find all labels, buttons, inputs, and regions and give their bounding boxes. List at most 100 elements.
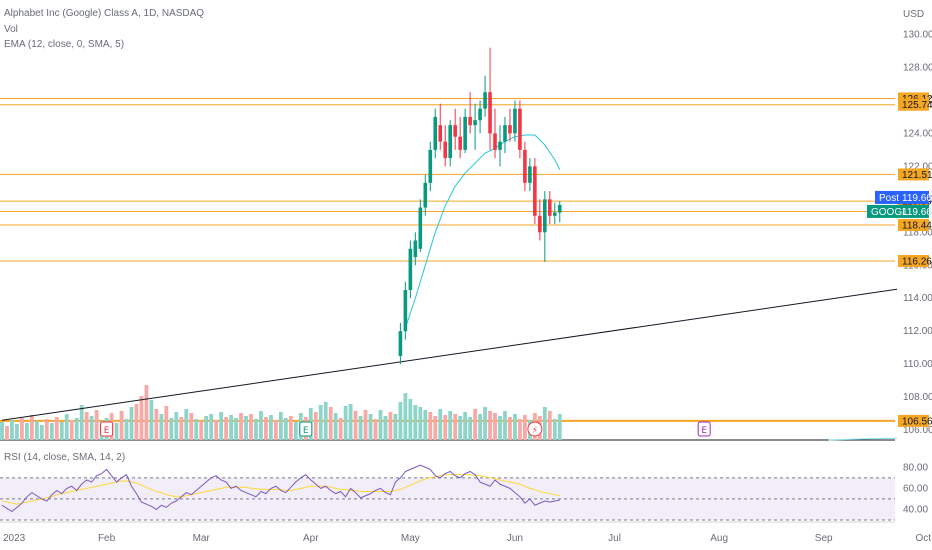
volume-bar [199, 421, 204, 440]
candle[interactable] [413, 232, 418, 266]
candle-body [552, 212, 557, 216]
ema-legend[interactable]: EMA (12, close, 0, SMA, 5) [4, 39, 125, 50]
candle[interactable] [428, 141, 433, 192]
candle[interactable] [488, 47, 492, 150]
volume-bar [333, 413, 338, 440]
candle[interactable] [513, 100, 517, 142]
volume-bar [179, 417, 184, 440]
currency-label: USD [903, 9, 924, 20]
volume-bar [134, 404, 139, 440]
volume-bar [44, 419, 49, 440]
volume-bar [293, 422, 298, 440]
candle[interactable] [453, 108, 457, 150]
level-tag [898, 98, 929, 111]
candle-body [448, 125, 452, 159]
volume-bar [398, 402, 403, 440]
level-tag [898, 219, 929, 232]
earnings-marker-label: E [104, 426, 110, 436]
candle[interactable] [543, 191, 547, 262]
volume-bar [10, 420, 14, 440]
earnings-marker[interactable]: E [299, 421, 313, 437]
level-lines [0, 97, 895, 422]
candle-body [513, 108, 517, 134]
candles[interactable] [398, 47, 562, 365]
candle[interactable] [398, 322, 403, 365]
candle-body [543, 199, 547, 233]
volume-bar [348, 404, 353, 440]
candle[interactable] [518, 100, 522, 159]
chart-title[interactable]: Alphabet Inc (Google) Class A, 1D, NASDA… [4, 8, 205, 19]
price-tag-value: 119.66 [902, 193, 932, 204]
volume-bar [283, 418, 288, 440]
volume-bar [518, 419, 522, 440]
time-tick-label: Jun [507, 533, 523, 544]
volume-bar [25, 423, 29, 440]
volume-bar [269, 415, 273, 440]
volume-bar [214, 420, 219, 440]
candle-body [468, 116, 472, 126]
rsi-pane[interactable] [0, 464, 895, 521]
volume-bar [443, 415, 448, 440]
volume-bar [503, 411, 507, 440]
candle[interactable] [448, 120, 452, 167]
price-tick-label: 108.00 [903, 392, 932, 403]
price-tick-label: 118.00 [903, 227, 932, 238]
candle[interactable] [478, 100, 482, 134]
candle-body [478, 108, 482, 121]
candle[interactable] [433, 108, 438, 159]
volume-bar [363, 410, 368, 440]
volume-bar [423, 410, 428, 440]
volume-bar [249, 414, 253, 440]
candle[interactable] [418, 199, 423, 253]
candle-body [473, 120, 477, 126]
candle[interactable] [408, 240, 413, 299]
candle[interactable] [463, 108, 467, 154]
candle[interactable] [508, 108, 512, 142]
candle[interactable] [498, 125, 502, 167]
earnings-marker[interactable]: E [697, 421, 711, 437]
candle[interactable] [468, 92, 472, 134]
volume-bar [318, 405, 323, 440]
candle[interactable] [423, 174, 428, 216]
price-tag-label: Post [879, 193, 899, 204]
candle[interactable] [552, 202, 557, 225]
candle[interactable] [438, 103, 443, 150]
time-tick-label: Sep [815, 533, 833, 544]
price-tick-label: 130.00 [903, 29, 932, 40]
ema-series [404, 134, 561, 329]
time-tick-label: Oct [916, 533, 932, 544]
events[interactable]: E E ⚡ E [100, 421, 711, 437]
volume-bar [433, 416, 438, 440]
volume-bar [144, 385, 149, 440]
candle[interactable] [548, 191, 552, 225]
candle-body [508, 125, 512, 134]
time-axis[interactable]: 2023 Feb Mar Apr May Jun Jul Aug Sep Oct [3, 533, 931, 544]
volume-bar [368, 414, 373, 440]
volume-bar [552, 419, 557, 440]
candle[interactable] [528, 158, 532, 192]
volume-bar [184, 409, 189, 440]
rsi-legend[interactable]: RSI (14, close, SMA, 14, 2) [4, 452, 126, 463]
candle[interactable] [523, 141, 527, 192]
candle[interactable] [538, 199, 542, 241]
candle-body [498, 141, 502, 150]
candle[interactable] [533, 158, 537, 225]
volume-bar [64, 414, 69, 440]
candle-body [413, 240, 418, 258]
volume-bar [288, 416, 293, 440]
rsi-axis[interactable]: 80.00 60.00 40.00 [903, 462, 928, 515]
candle[interactable] [473, 103, 477, 150]
earnings-marker[interactable]: ⚡ [527, 421, 543, 437]
candle[interactable] [557, 200, 562, 223]
candle[interactable] [403, 281, 408, 340]
volume-legend[interactable]: Vol [4, 24, 18, 35]
candle[interactable] [493, 108, 497, 159]
candle[interactable] [443, 125, 448, 167]
rsi-tick-label: 80.00 [903, 462, 928, 473]
candle[interactable] [458, 116, 462, 159]
candle[interactable] [503, 116, 507, 154]
ema-line [404, 134, 561, 329]
earnings-marker[interactable]: E [100, 421, 114, 437]
candle[interactable] [483, 75, 487, 117]
